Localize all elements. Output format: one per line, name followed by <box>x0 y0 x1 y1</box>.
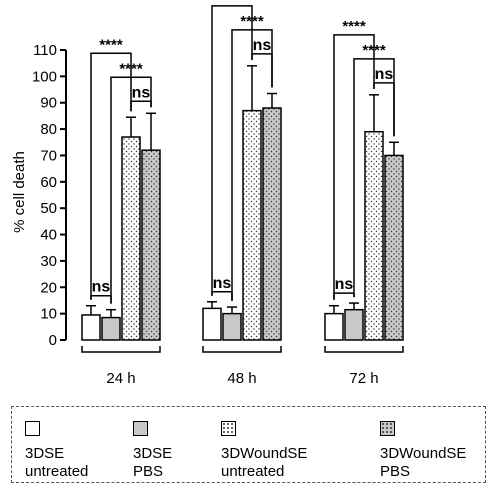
ns-label: ns <box>335 276 354 293</box>
legend-label: 3DWoundSE untreated <box>221 445 308 480</box>
significance-label: **** <box>362 42 386 59</box>
ns-bracket <box>130 100 152 112</box>
bar <box>81 314 101 341</box>
legend-swatch-white <box>25 421 40 436</box>
bar <box>344 308 364 341</box>
significance-label: **** <box>342 18 366 35</box>
y-tick-label: 40 <box>40 227 57 244</box>
legend-swatch-gray <box>133 421 148 436</box>
x-tick-label: 24 h <box>106 370 135 387</box>
ns-bracket <box>373 82 395 137</box>
ns-label: ns <box>253 37 272 54</box>
y-tick-label: 70 <box>40 147 57 164</box>
significance-bracket <box>211 5 253 296</box>
legend: 3DSE untreated 3DSE PBS 3DWoundSE untrea… <box>11 406 486 483</box>
x-tick-label: 72 h <box>349 370 378 387</box>
category-bracket <box>324 346 404 353</box>
y-tick-label: 60 <box>40 174 57 191</box>
y-tick-label: 100 <box>32 68 57 85</box>
y-tick-label: 90 <box>40 95 57 112</box>
legend-label: 3DSE untreated <box>25 445 89 480</box>
ns-bracket <box>211 291 233 302</box>
y-tick-label: 20 <box>40 279 57 296</box>
bar <box>242 109 262 341</box>
y-tick-label: 30 <box>40 253 57 270</box>
category-bracket <box>81 346 161 353</box>
y-tick-label: 110 <box>33 42 57 59</box>
bar <box>324 312 344 341</box>
ns-bracket <box>90 294 112 304</box>
bar <box>121 136 141 341</box>
bar <box>101 316 121 341</box>
category-bracket <box>202 346 282 353</box>
ns-label: ns <box>375 66 394 83</box>
significance-label: **** <box>220 0 244 6</box>
significance-label: **** <box>99 36 123 53</box>
significance-label: **** <box>240 13 264 30</box>
ns-label: ns <box>92 279 111 296</box>
significance-bracket <box>333 34 375 300</box>
ns-label: ns <box>132 84 151 101</box>
significance-label: **** <box>119 60 143 77</box>
bar <box>222 312 242 341</box>
x-tick-label: 48 h <box>227 370 256 387</box>
legend-label: 3DSE PBS <box>133 445 173 480</box>
bar <box>364 130 384 341</box>
bar <box>141 149 161 341</box>
ns-label: ns <box>213 275 232 292</box>
y-tick-label: 0 <box>49 332 57 349</box>
legend-swatch-white-dotted <box>221 421 236 436</box>
bar-chart: % cell death 0 10 20 30 40 50 60 70 80 90 100 110 24… <box>11 0 404 387</box>
y-tick-label: 10 <box>40 306 57 323</box>
ns-bracket <box>251 53 273 88</box>
significance-bracket <box>90 52 132 300</box>
y-axis-title: % cell death <box>11 151 28 233</box>
y-tick-label: 50 <box>40 200 57 217</box>
legend-label: 3DWoundSE PBS <box>380 445 467 480</box>
ns-bracket <box>333 292 355 300</box>
significance-bracket <box>110 76 152 304</box>
bar <box>262 107 282 341</box>
y-tick-label: 80 <box>40 121 57 138</box>
legend-swatch-gray-dotted <box>380 421 395 436</box>
bar <box>384 154 404 341</box>
bar <box>202 307 222 341</box>
